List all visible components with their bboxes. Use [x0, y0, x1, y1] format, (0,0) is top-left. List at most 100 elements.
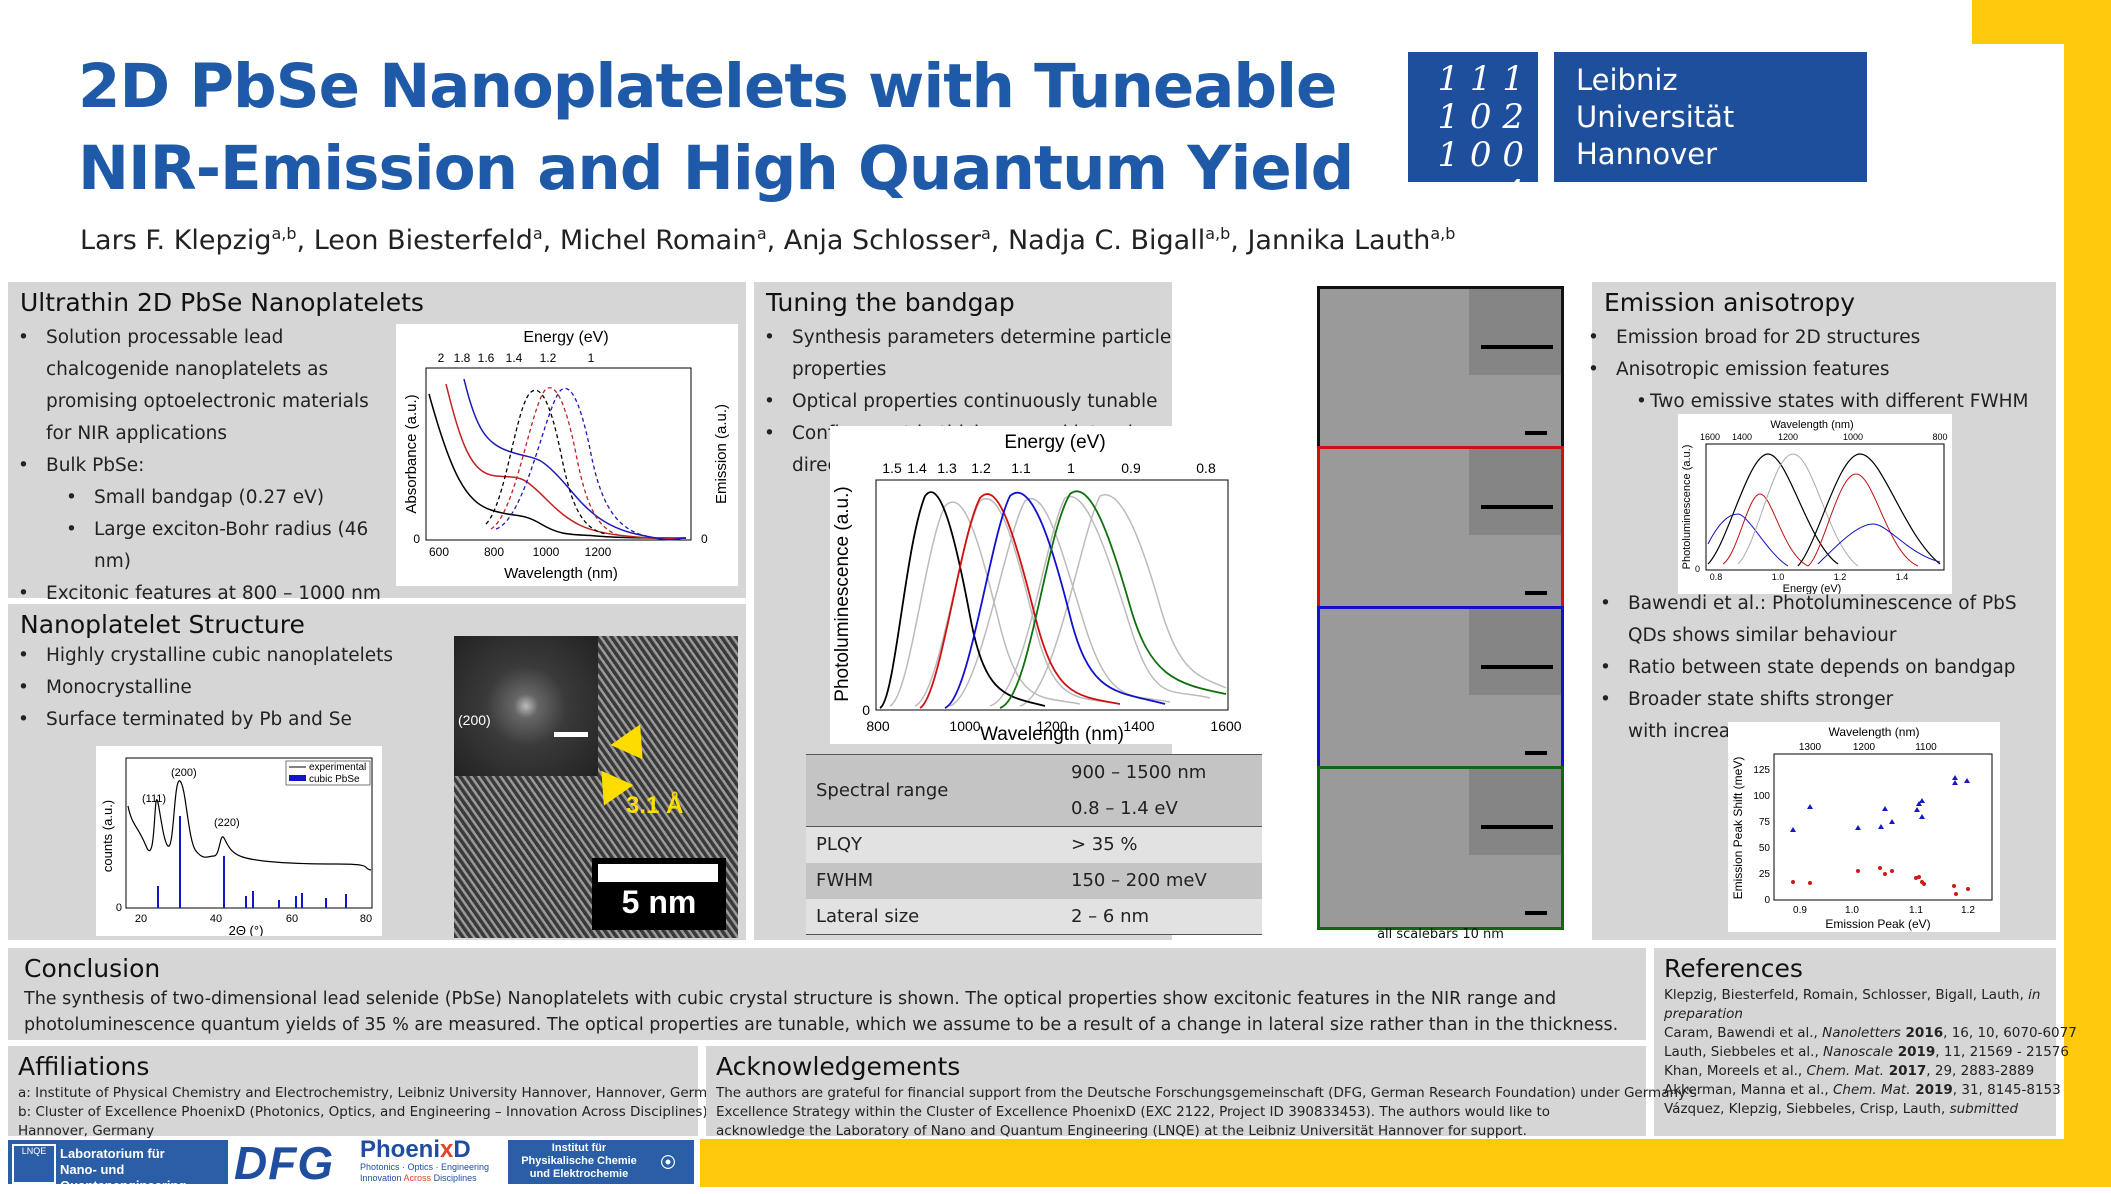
y-axis-label: Photoluminescence (a.u.): [1681, 445, 1693, 570]
top-tick: 1600: [1700, 432, 1720, 442]
x-tick: 0.9: [1793, 905, 1807, 916]
acknowledgement-line: The authors are grateful for financial s…: [716, 1085, 1697, 1101]
panel-title: Emission anisotropy: [1604, 288, 1856, 317]
tem-inset: [1469, 769, 1561, 855]
tem-scalebar: [1525, 591, 1547, 595]
table-cell: 0.8 – 1.4 eV: [1071, 797, 1178, 819]
top-tick: 1.3: [937, 460, 957, 476]
top-tick: 1.2: [540, 351, 557, 365]
tem-scalebar: [1525, 911, 1547, 915]
xrd-chart: experimental cubic PbSe (111) (200) (220…: [96, 746, 382, 938]
author-affiliation-mark: a,b: [1430, 224, 1456, 243]
lnqe-logo: LNQE Laboratorium für Nano- und Quantene…: [8, 1140, 228, 1193]
top-tick: 1300: [1799, 742, 1822, 753]
data-point-blue: [1855, 825, 1861, 830]
data-point-red: [1856, 869, 1860, 873]
x-tick: 1.0: [1772, 572, 1785, 582]
reference-year: 2019: [1910, 1082, 1953, 1098]
reference-list: Klepzig, Biesterfeld, Romain, Schlosser,…: [1664, 986, 2077, 1119]
top-tick: 800: [1932, 432, 1947, 442]
zero-label: 0: [116, 902, 122, 914]
y-tick: 125: [1753, 765, 1770, 776]
scalebar-box: 5 nm: [592, 858, 726, 930]
x-tick: 1200: [585, 545, 612, 559]
reference-item: Akkerman, Manna et al., Chem. Mat. 2019,…: [1664, 1081, 2061, 1100]
tem-image-3: [1317, 606, 1564, 770]
pl-fit-chart: Wavelength (nm) 1600 1400 1200 1000 800 …: [1678, 414, 1952, 595]
pl-grey: [914, 498, 1121, 707]
fft-inset: (200): [454, 636, 598, 776]
tem-inset: [1469, 609, 1561, 695]
affiliation-line: a: Institute of Physical Chemistry and E…: [18, 1085, 732, 1101]
table-row: PLQY > 35 %: [806, 826, 1262, 863]
lnqe-line: Laboratorium für: [60, 1146, 165, 1161]
bullet-list: Solution processable lead chalcogenide n…: [8, 322, 388, 610]
bullet: Emission broad for 2D structures: [1578, 322, 2042, 354]
top-tick: 1400: [1732, 432, 1752, 442]
data-point-blue: [1790, 827, 1796, 832]
logo-text-3: Hannover: [1576, 137, 1718, 171]
fit-blue: [1707, 513, 1789, 567]
author-affiliation-mark: a,b: [1205, 224, 1231, 243]
table-cell: 2 – 6 nm: [1037, 898, 1262, 935]
panel-title: Affiliations: [18, 1052, 150, 1081]
x-axis-label: Wavelength (nm): [980, 724, 1124, 744]
ipc-logo: Institut für Physikalische Chemie und El…: [508, 1140, 694, 1184]
data-point-blue: [1914, 807, 1920, 812]
fit-red: [1722, 493, 1809, 567]
logo-digits-2: 1 0 2: [1437, 97, 1524, 137]
dfg-logo: DFG: [234, 1137, 335, 1189]
fit-red: [1807, 473, 1919, 567]
pl-right: [1797, 453, 1941, 567]
reference-journal: Chem. Mat.: [1832, 1082, 1911, 1098]
phoenixd-part: D: [453, 1136, 471, 1163]
x-tick: 1.0: [1845, 905, 1859, 916]
tem-scalebar: [1481, 825, 1553, 829]
phoenixd-tagline: Across: [403, 1173, 432, 1183]
author-name: Nadja C. Bigall: [1007, 225, 1206, 256]
zero-label: 0: [413, 532, 420, 546]
pl-grey: [1019, 493, 1227, 707]
reference-year: 2016: [1900, 1025, 1944, 1041]
data-point-red: [1954, 892, 1958, 896]
bullet: Optical properties continuously tunable: [754, 386, 1172, 418]
absorbance-red: [445, 383, 687, 540]
phoenixd-part: Phoeni: [360, 1136, 441, 1163]
conclusion-text: The synthesis of two-dimensional lead se…: [24, 986, 1618, 1038]
phoenixd-part: x: [440, 1136, 454, 1163]
x-tick: 60: [286, 913, 298, 925]
conclusion-line: photoluminescence quantum yields of 35 %…: [24, 1015, 1619, 1035]
ipc-line: und Elektrochemie: [529, 1168, 629, 1180]
data-point-blue: [1919, 798, 1925, 803]
scalebar-label: 5 nm: [621, 884, 697, 920]
x-tick: 1200: [1036, 718, 1067, 734]
panel-title: Ultrathin 2D PbSe Nanoplatelets: [20, 288, 424, 317]
top-tick: 1.1: [1011, 460, 1031, 476]
sub-bullet: Small bandgap (0.27 eV): [8, 482, 388, 514]
data-point-red: [1952, 884, 1956, 888]
tem-scalebar: [1481, 345, 1553, 349]
panel-ultrathin: Ultrathin 2D PbSe Nanoplatelets Solution…: [8, 282, 746, 610]
reference-item: Klepzig, Biesterfeld, Romain, Schlosser,…: [1664, 986, 2054, 1005]
reference-year: 2017: [1884, 1063, 1927, 1079]
top-axis-label: Wavelength (nm): [1770, 419, 1853, 431]
zero-label: 0: [862, 702, 870, 718]
top-tick: 1200: [1853, 742, 1876, 753]
table-cell: 150 – 200 meV: [1071, 870, 1207, 891]
bullet: Synthesis parameters determine particle …: [754, 322, 1172, 386]
panel-structure: Nanoplatelet Structure Highly crystallin…: [8, 604, 746, 940]
tem-scalebar: [1481, 505, 1553, 509]
fft-scalebar: [554, 732, 588, 737]
pl-grey: [889, 501, 1081, 707]
pl-grey: [989, 495, 1211, 707]
pl-red: [919, 493, 1121, 709]
logo-text-2: Universität: [1576, 100, 1735, 134]
plot-frame: [875, 479, 1229, 711]
peak-label: (200): [171, 767, 197, 779]
pl-chart: Energy (eV) 1.5 1.4 1.3 1.2 1.1 1 0.9 0.…: [830, 426, 1246, 745]
fit-grey: [1737, 453, 1859, 567]
affiliation-line: Hannover, Germany: [18, 1123, 155, 1139]
top-tick: 2: [438, 351, 445, 365]
x-axis-label: Emission Peak (eV): [1825, 917, 1930, 931]
top-tick: 1200: [1778, 432, 1798, 442]
